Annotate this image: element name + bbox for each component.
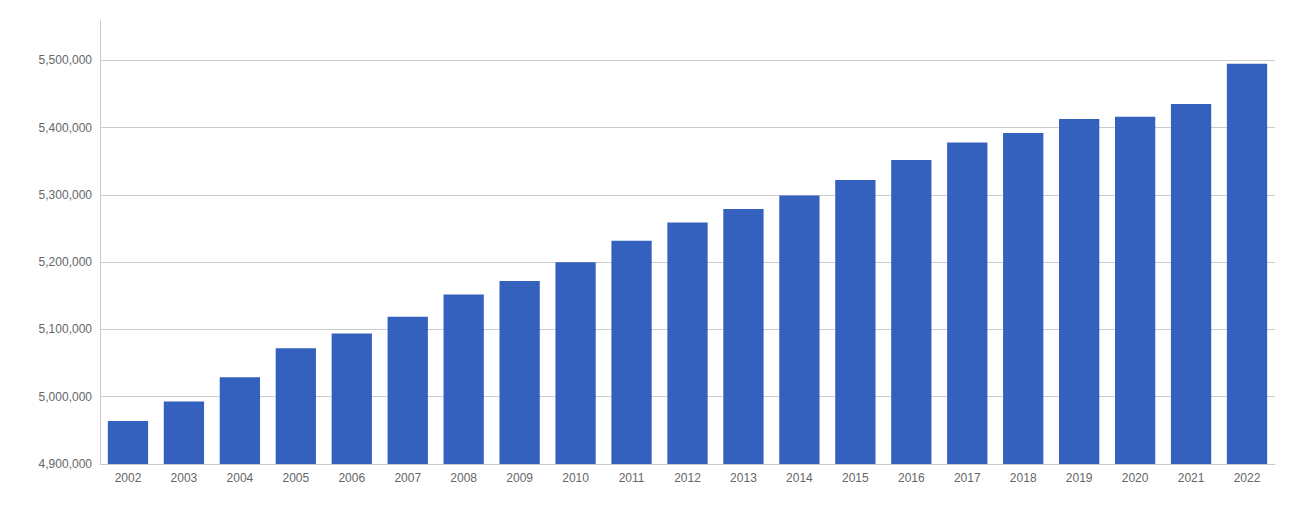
svg-text:2017: 2017 bbox=[954, 471, 981, 485]
svg-text:5,100,000: 5,100,000 bbox=[39, 322, 93, 336]
svg-text:5,500,000: 5,500,000 bbox=[39, 53, 93, 67]
svg-text:2016: 2016 bbox=[898, 471, 925, 485]
svg-text:2009: 2009 bbox=[506, 471, 533, 485]
svg-text:2003: 2003 bbox=[171, 471, 198, 485]
svg-text:2019: 2019 bbox=[1066, 471, 1093, 485]
svg-text:2013: 2013 bbox=[730, 471, 757, 485]
svg-text:5,200,000: 5,200,000 bbox=[39, 255, 93, 269]
svg-text:2006: 2006 bbox=[338, 471, 365, 485]
svg-text:4,900,000: 4,900,000 bbox=[39, 457, 93, 471]
svg-text:2018: 2018 bbox=[1010, 471, 1037, 485]
svg-text:2002: 2002 bbox=[115, 471, 142, 485]
svg-text:5,300,000: 5,300,000 bbox=[39, 188, 93, 202]
svg-text:2014: 2014 bbox=[786, 471, 813, 485]
svg-text:2021: 2021 bbox=[1178, 471, 1205, 485]
svg-text:2020: 2020 bbox=[1122, 471, 1149, 485]
svg-text:2005: 2005 bbox=[282, 471, 309, 485]
svg-text:2004: 2004 bbox=[227, 471, 254, 485]
svg-text:2007: 2007 bbox=[394, 471, 421, 485]
svg-text:2022: 2022 bbox=[1234, 471, 1261, 485]
svg-text:2015: 2015 bbox=[842, 471, 869, 485]
svg-text:5,000,000: 5,000,000 bbox=[39, 390, 93, 404]
svg-text:5,400,000: 5,400,000 bbox=[39, 121, 93, 135]
svg-text:2012: 2012 bbox=[674, 471, 701, 485]
svg-text:2010: 2010 bbox=[562, 471, 589, 485]
svg-text:2011: 2011 bbox=[619, 471, 645, 485]
svg-text:2008: 2008 bbox=[450, 471, 477, 485]
